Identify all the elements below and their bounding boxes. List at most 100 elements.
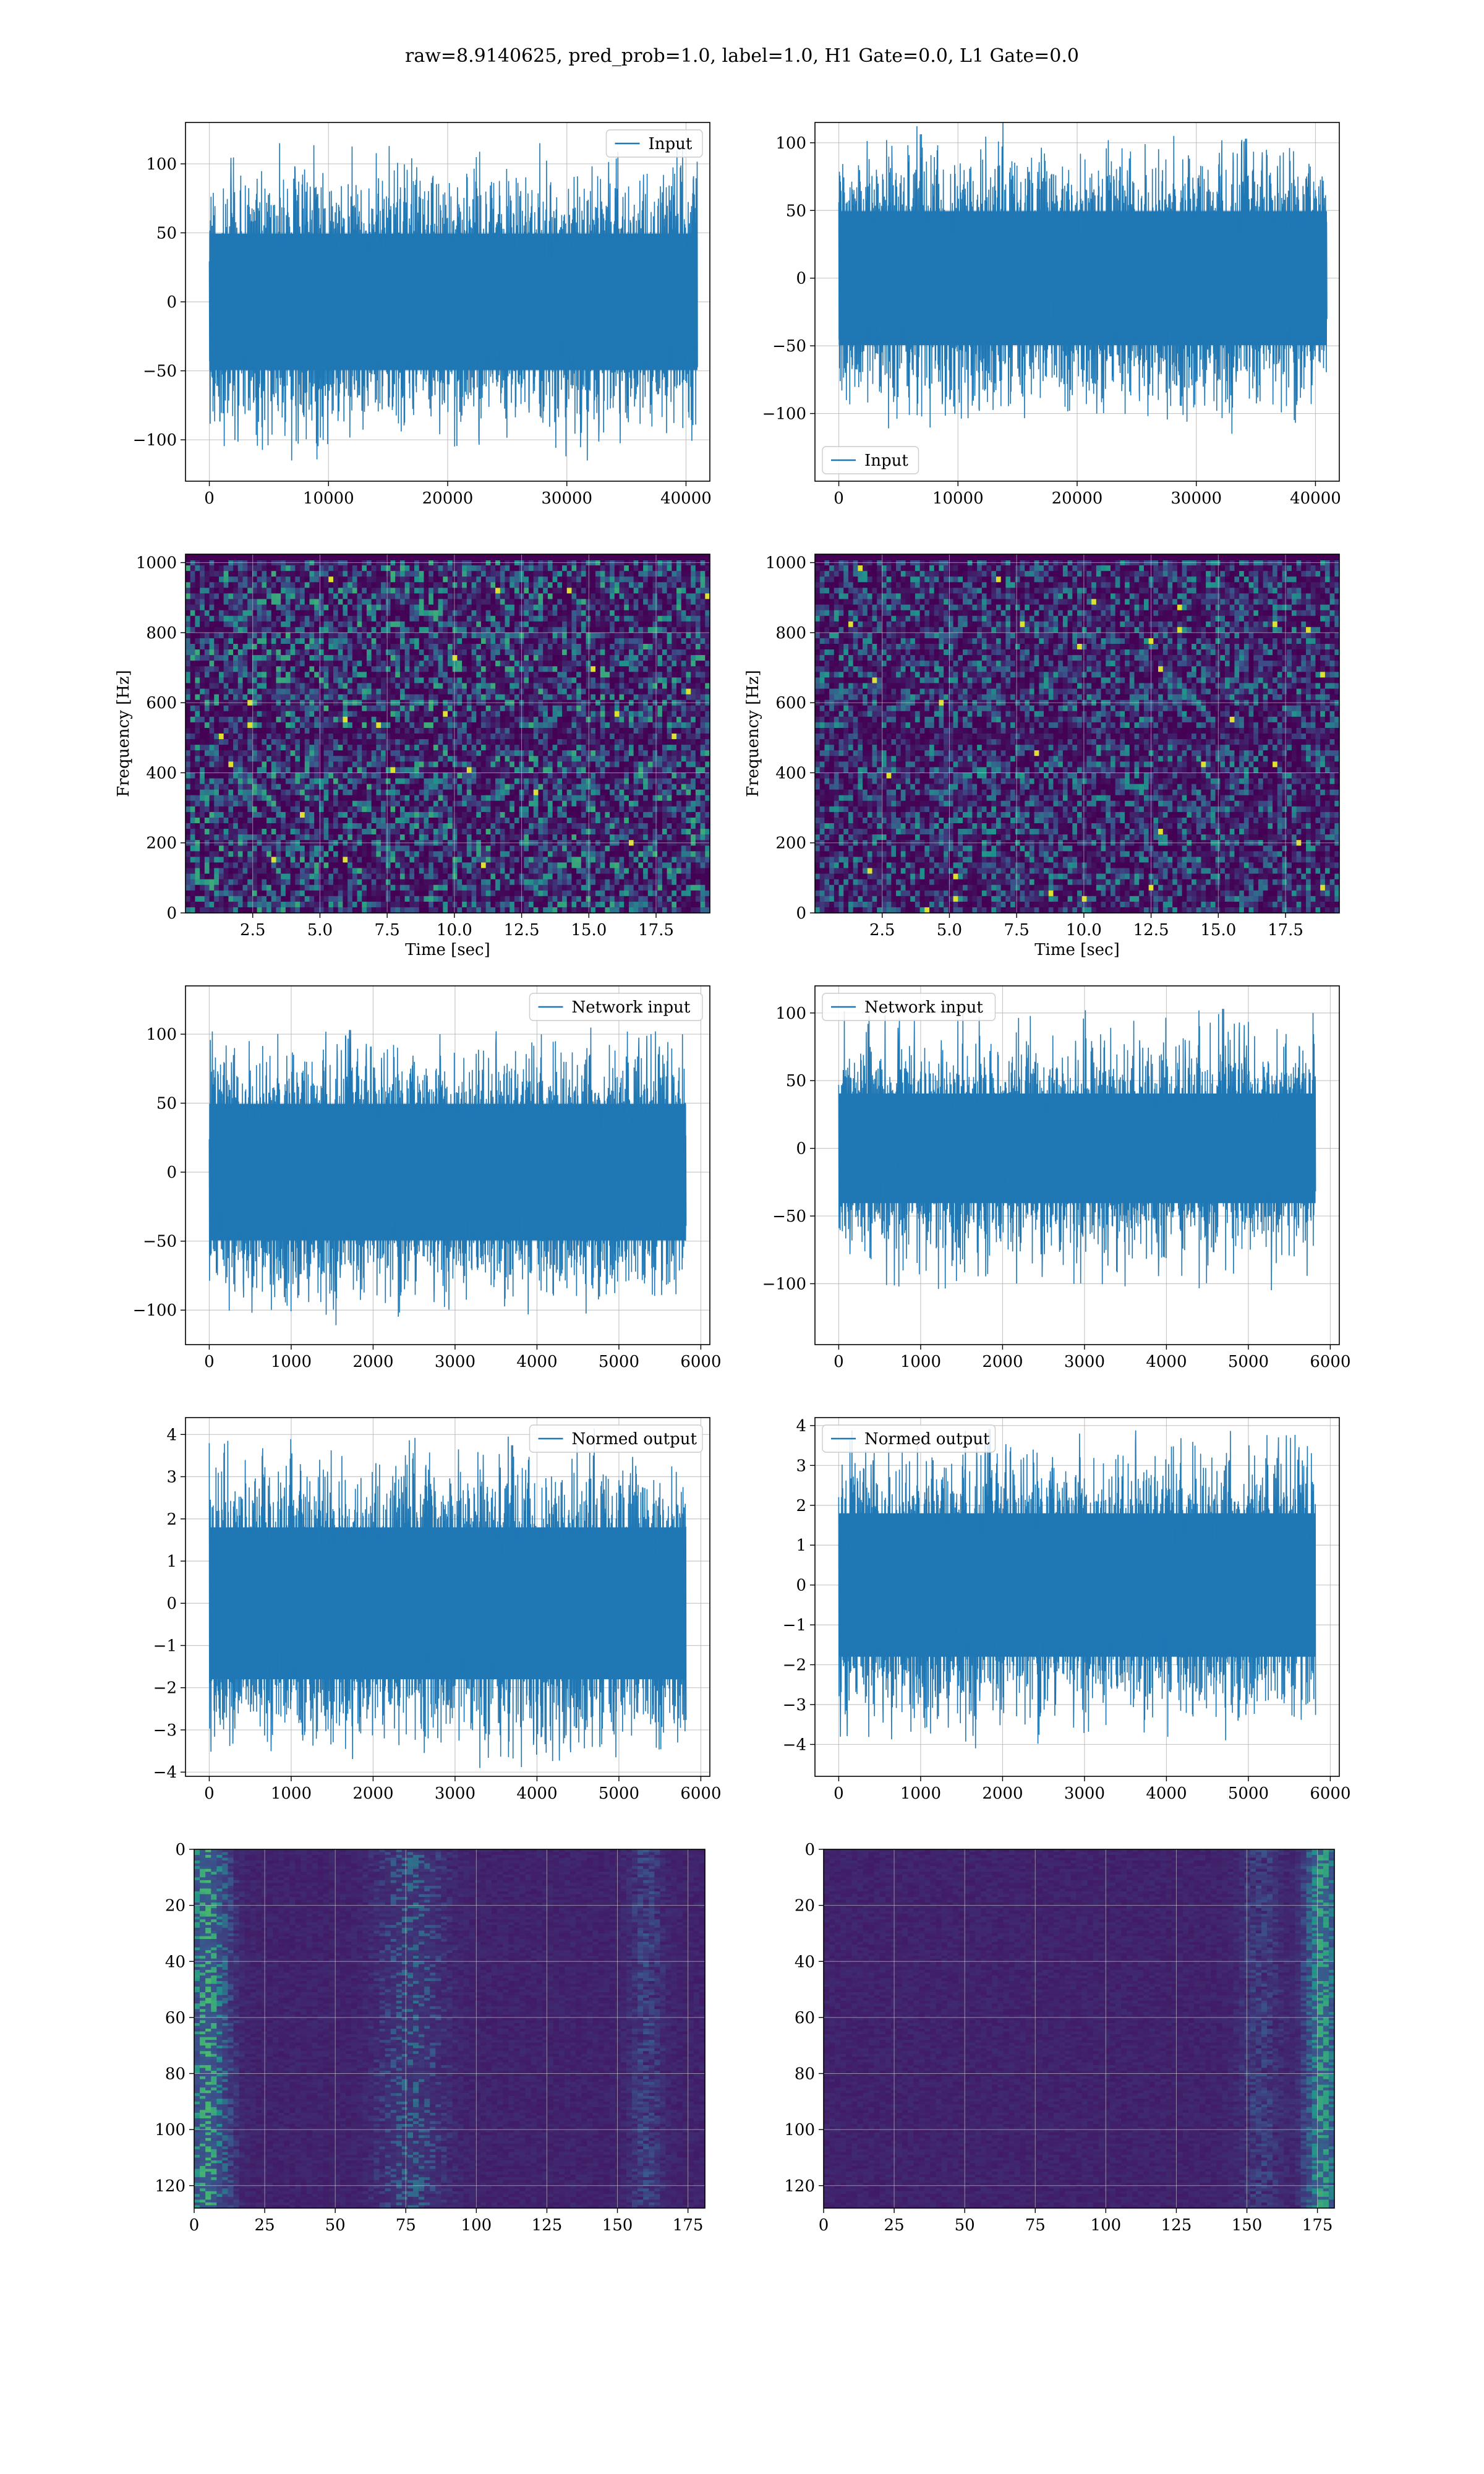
- heatmap-cell: [376, 800, 382, 807]
- heatmap-cell: [186, 688, 191, 695]
- heatmap-cell: [414, 615, 420, 622]
- heatmap-cell: [371, 582, 377, 588]
- heatmap-cell: [204, 588, 210, 594]
- heatmap-cell: [566, 632, 573, 639]
- heatmap-cell: [691, 761, 696, 768]
- heatmap-cell: [600, 615, 605, 622]
- heatmap-cell: [624, 588, 629, 594]
- heatmap-cell: [643, 649, 649, 656]
- heatmap-cell: [466, 649, 472, 656]
- heatmap-cell: [614, 638, 620, 644]
- heatmap-cell: [419, 767, 425, 774]
- heatmap-cell: [318, 661, 325, 667]
- heatmap-cell: [309, 588, 315, 594]
- heatmap-cell: [242, 694, 248, 701]
- heatmap-cell: [385, 615, 391, 622]
- heatmap-cell: [242, 604, 248, 611]
- heatmap-cell: [304, 582, 310, 588]
- heatmap-cell: [614, 576, 620, 583]
- heatmap-cell: [395, 767, 401, 774]
- heatmap-cell: [252, 599, 258, 606]
- heatmap-cell: [495, 739, 501, 745]
- heatmap-cell: [628, 666, 634, 672]
- heatmap-cell: [295, 588, 301, 594]
- heatmap-cell: [390, 621, 396, 628]
- heatmap-cell: [490, 666, 496, 672]
- heatmap-cell: [304, 571, 310, 577]
- heatmap-cell: [614, 683, 620, 690]
- heatmap-cell: [343, 739, 348, 745]
- heatmap-cell: [390, 655, 396, 661]
- heatmap-cell: [200, 722, 205, 729]
- heatmap-cell: [424, 632, 429, 639]
- heatmap-cell: [705, 565, 710, 571]
- heatmap-cell: [457, 666, 463, 672]
- heatmap-cell: [591, 599, 596, 606]
- heatmap-cell: [586, 773, 591, 779]
- heatmap-cell: [586, 582, 591, 588]
- heatmap-cell: [619, 756, 625, 762]
- heatmap-cell: [252, 688, 258, 695]
- heatmap-cell: [318, 576, 325, 583]
- heatmap-cell: [309, 756, 315, 762]
- heatmap-cell: [262, 599, 267, 606]
- heatmap-cell: [652, 683, 658, 690]
- heatmap-cell: [466, 683, 472, 690]
- heatmap-cell: [543, 576, 548, 583]
- heatmap-cell: [681, 756, 687, 762]
- heatmap-cell: [490, 711, 496, 717]
- heatmap-cell: [381, 711, 386, 717]
- heatmap-cell: [647, 655, 654, 661]
- heatmap-cell: [223, 649, 229, 656]
- heatmap-cell: [438, 644, 443, 650]
- heatmap-cell: [676, 716, 682, 723]
- heatmap-cell: [566, 750, 573, 756]
- heatmap-cell: [200, 672, 205, 678]
- heatmap-cell: [600, 666, 605, 672]
- heatmap-cell: [566, 576, 573, 583]
- heatmap-cell: [328, 655, 334, 661]
- heatmap-cell: [190, 627, 196, 633]
- heatmap-cell: [500, 565, 506, 571]
- heatmap-cell: [209, 655, 215, 661]
- heatmap-cell: [471, 711, 477, 717]
- heatmap-cell: [419, 615, 425, 622]
- heatmap-cell: [352, 666, 358, 672]
- heatmap-cell: [686, 621, 691, 628]
- heatmap-cell: [610, 767, 615, 774]
- heatmap-cell: [514, 711, 520, 717]
- heatmap-cell: [362, 767, 367, 774]
- heatmap-cell: [538, 604, 544, 611]
- heatmap-cell: [366, 672, 372, 678]
- heatmap-cell: [471, 661, 477, 667]
- heatmap-cell: [281, 655, 286, 661]
- heatmap-cell: [581, 610, 587, 617]
- heatmap-cell: [485, 722, 491, 729]
- heatmap-cell: [204, 789, 210, 796]
- heatmap-cell: [285, 677, 291, 684]
- heatmap-cell: [624, 599, 629, 606]
- heatmap-cell: [409, 694, 415, 701]
- heatmap-cell: [543, 716, 548, 723]
- heatmap-cell: [295, 734, 301, 740]
- heatmap-cell: [218, 705, 224, 712]
- heatmap-cell: [343, 773, 348, 779]
- heatmap-cell: [348, 745, 353, 751]
- heatmap-cell: [490, 632, 496, 639]
- heatmap-cell: [247, 638, 253, 644]
- heatmap-cell: [223, 604, 229, 611]
- heatmap-cell: [395, 666, 401, 672]
- heatmap-cell: [419, 610, 425, 617]
- heatmap-cell: [672, 571, 677, 577]
- heatmap-cell: [314, 610, 320, 617]
- heatmap-cell: [643, 778, 649, 785]
- heatmap-cell: [547, 621, 553, 628]
- heatmap-cell: [271, 661, 277, 667]
- heatmap-cell: [399, 767, 406, 774]
- heatmap-cell: [591, 727, 596, 734]
- heatmap-cell: [295, 773, 301, 779]
- heatmap-cell: [485, 632, 491, 639]
- heatmap-cell: [557, 599, 563, 606]
- heatmap-cell: [462, 784, 467, 790]
- heatmap-cell: [295, 789, 301, 796]
